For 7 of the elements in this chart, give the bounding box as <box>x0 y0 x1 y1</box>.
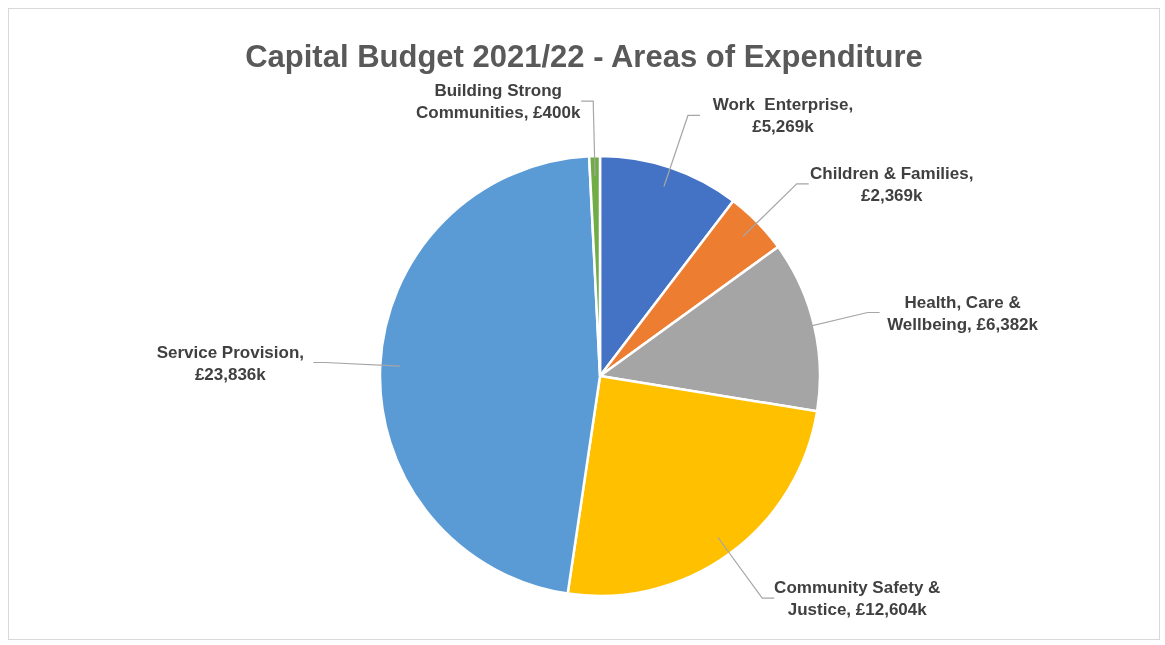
slice-label: Children & Families, £2,369k <box>810 163 974 205</box>
slice-label: Health, Care & Wellbeing, £6,382k <box>887 292 1039 334</box>
slice-label: Service Provision, £23,836k <box>156 342 305 384</box>
slice-label: Work Enterprise, £5,269k <box>712 95 854 137</box>
chart-title: Capital Budget 2021/22 - Areas of Expenditure <box>244 39 924 75</box>
slice-label: Building Strong Communities, £400k <box>416 81 581 123</box>
slice-label: Community Safety & Justice, £12,604k <box>774 578 941 620</box>
